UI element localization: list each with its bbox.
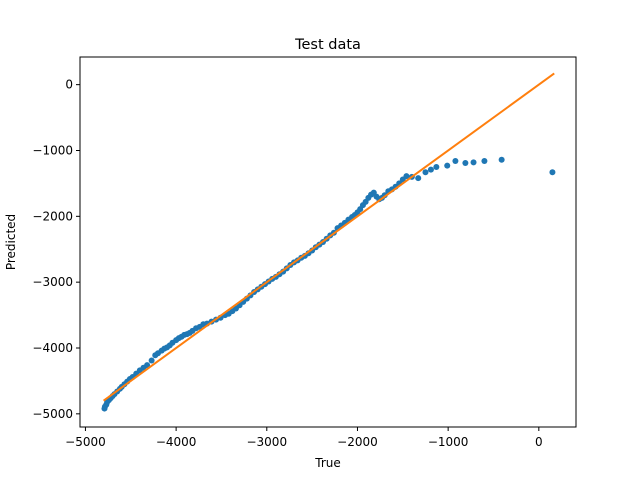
plot-area (101, 72, 556, 412)
y-tick-label: 0 (65, 78, 73, 92)
data-point (444, 162, 451, 169)
chart-title: Test data (294, 37, 361, 53)
y-tick-label: −5000 (32, 407, 73, 421)
x-tick-label: −2000 (337, 435, 378, 449)
data-point (498, 156, 505, 163)
data-point (470, 159, 477, 166)
data-point (415, 175, 422, 182)
y-tick-label: −4000 (32, 341, 73, 355)
data-point (452, 158, 459, 165)
x-axis: −5000 −4000 −3000 −2000 −1000 0 (65, 427, 543, 449)
y-axis-label: Predicted (4, 214, 18, 270)
y-tick-label: −1000 (32, 143, 73, 157)
data-point (422, 169, 429, 176)
y-axis: 0 −1000 −2000 −3000 −4000 −5000 (32, 78, 80, 421)
y-tick-label: −3000 (32, 275, 73, 289)
data-point (549, 169, 556, 176)
x-tick-label: −5000 (65, 435, 106, 449)
identity-line (102, 72, 555, 402)
x-tick-label: −4000 (156, 435, 197, 449)
y-tick-label: −2000 (32, 209, 73, 223)
x-tick-label: −1000 (428, 435, 469, 449)
x-axis-label: True (314, 456, 341, 470)
x-tick-label: −3000 (246, 435, 287, 449)
data-point (427, 166, 434, 173)
data-point (481, 158, 488, 165)
data-point (462, 159, 469, 166)
data-point (144, 362, 151, 369)
axes-frame (79, 56, 577, 428)
data-point (403, 173, 410, 180)
data-point (433, 163, 440, 170)
x-tick-label: 0 (535, 435, 543, 449)
data-point (148, 357, 155, 364)
